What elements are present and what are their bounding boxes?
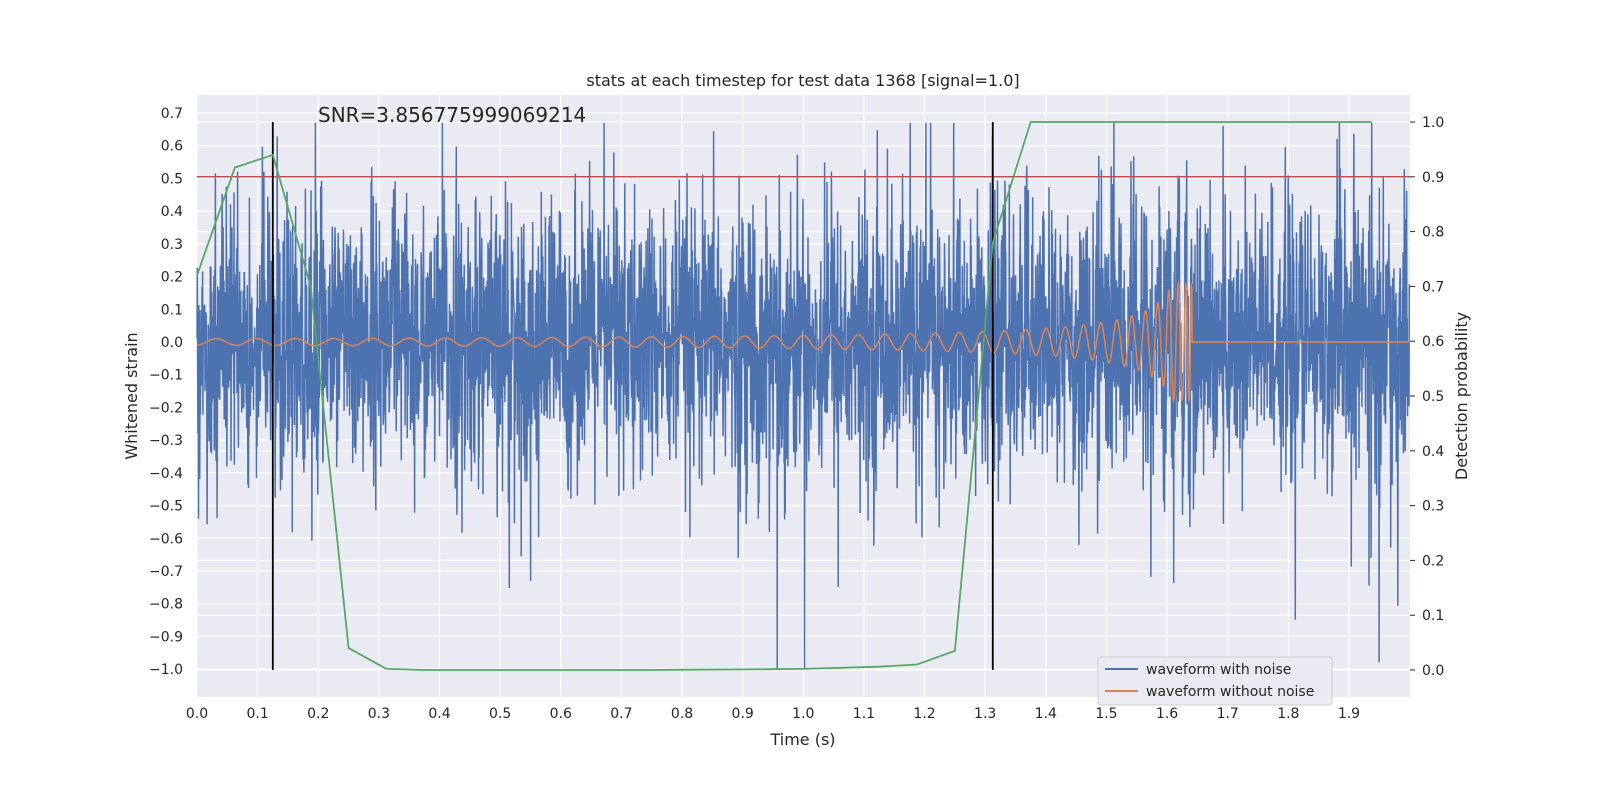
y-tick-label-right: 0.8 <box>1422 225 1444 241</box>
y-tick-label-right: 0.5 <box>1422 389 1444 405</box>
x-tick-label: 1.3 <box>974 706 996 722</box>
y-tick-label-right: 0.2 <box>1422 553 1444 569</box>
x-tick-label: 1.1 <box>853 706 875 722</box>
y-tick-label-left: −0.5 <box>149 499 183 515</box>
y-tick-label-left: 0.2 <box>161 270 183 286</box>
snr-annotation: SNR=3.856775999069214 <box>318 103 586 127</box>
x-tick-label: 0.1 <box>246 706 268 722</box>
y-tick-label-right: 0.7 <box>1422 279 1444 295</box>
legend-label-noise: waveform with noise <box>1146 662 1291 678</box>
y-tick-label-left: −0.7 <box>149 564 183 580</box>
x-tick-label: 1.6 <box>1156 706 1178 722</box>
y-tick-label-left: 0.3 <box>161 237 183 253</box>
x-tick-label: 0.3 <box>368 706 390 722</box>
x-tick-label: 0.0 <box>186 706 208 722</box>
legend: waveform with noise waveform without noi… <box>1098 657 1332 705</box>
y-tick-label-left: 0.5 <box>161 171 183 187</box>
y-tick-label-left: −1.0 <box>149 662 183 678</box>
y-tick-label-left: 0.0 <box>161 335 183 351</box>
y-tick-label-left: −0.3 <box>149 433 183 449</box>
x-tick-label: 0.5 <box>489 706 511 722</box>
y-tick-label-left: 0.1 <box>161 302 183 318</box>
y-tick-label-right: 0.1 <box>1422 608 1444 624</box>
y-tick-label-right: 0.9 <box>1422 170 1444 186</box>
y-tick-label-left: −0.2 <box>149 400 183 416</box>
y-tick-label-left: −0.6 <box>149 531 183 547</box>
y-tick-label-left: −0.8 <box>149 597 183 613</box>
x-tick-label: 1.4 <box>1035 706 1057 722</box>
y-tick-label-right: 0.6 <box>1422 334 1444 350</box>
legend-label-clean: waveform without noise <box>1146 684 1314 700</box>
chart-title: stats at each timestep for test data 136… <box>586 71 1019 90</box>
x-tick-label: 0.9 <box>732 706 754 722</box>
x-tick-label: 0.8 <box>671 706 693 722</box>
x-axis-label: Time (s) <box>769 730 835 749</box>
x-tick-label: 0.4 <box>428 706 450 722</box>
x-tick-label: 0.7 <box>610 706 632 722</box>
y-tick-label-right: 0.0 <box>1422 663 1444 679</box>
y-tick-label-left: 0.6 <box>161 139 183 155</box>
x-tick-label: 1.0 <box>792 706 814 722</box>
y-tick-label-right: 0.3 <box>1422 499 1444 515</box>
y-tick-label-left: −0.9 <box>149 629 183 645</box>
y-axis-label-left: Whitened strain <box>122 332 141 459</box>
x-tick-label: 1.2 <box>913 706 935 722</box>
x-tick-label: 1.7 <box>1217 706 1239 722</box>
y-tick-label-left: 0.4 <box>161 204 183 220</box>
x-tick-label: 0.6 <box>550 706 572 722</box>
y-tick-label-left: −0.4 <box>149 466 183 482</box>
y-axis-label-right: Detection probability <box>1452 312 1471 480</box>
x-tick-label: 0.2 <box>307 706 329 722</box>
x-tick-label: 1.9 <box>1338 706 1360 722</box>
y-tick-label-right: 1.0 <box>1422 115 1444 131</box>
x-tick-label: 1.8 <box>1277 706 1299 722</box>
y-tick-label-right: 0.4 <box>1422 444 1444 460</box>
x-tick-label: 1.5 <box>1095 706 1117 722</box>
y-tick-label-left: −0.1 <box>149 368 183 384</box>
y-tick-label-left: 0.7 <box>161 106 183 122</box>
